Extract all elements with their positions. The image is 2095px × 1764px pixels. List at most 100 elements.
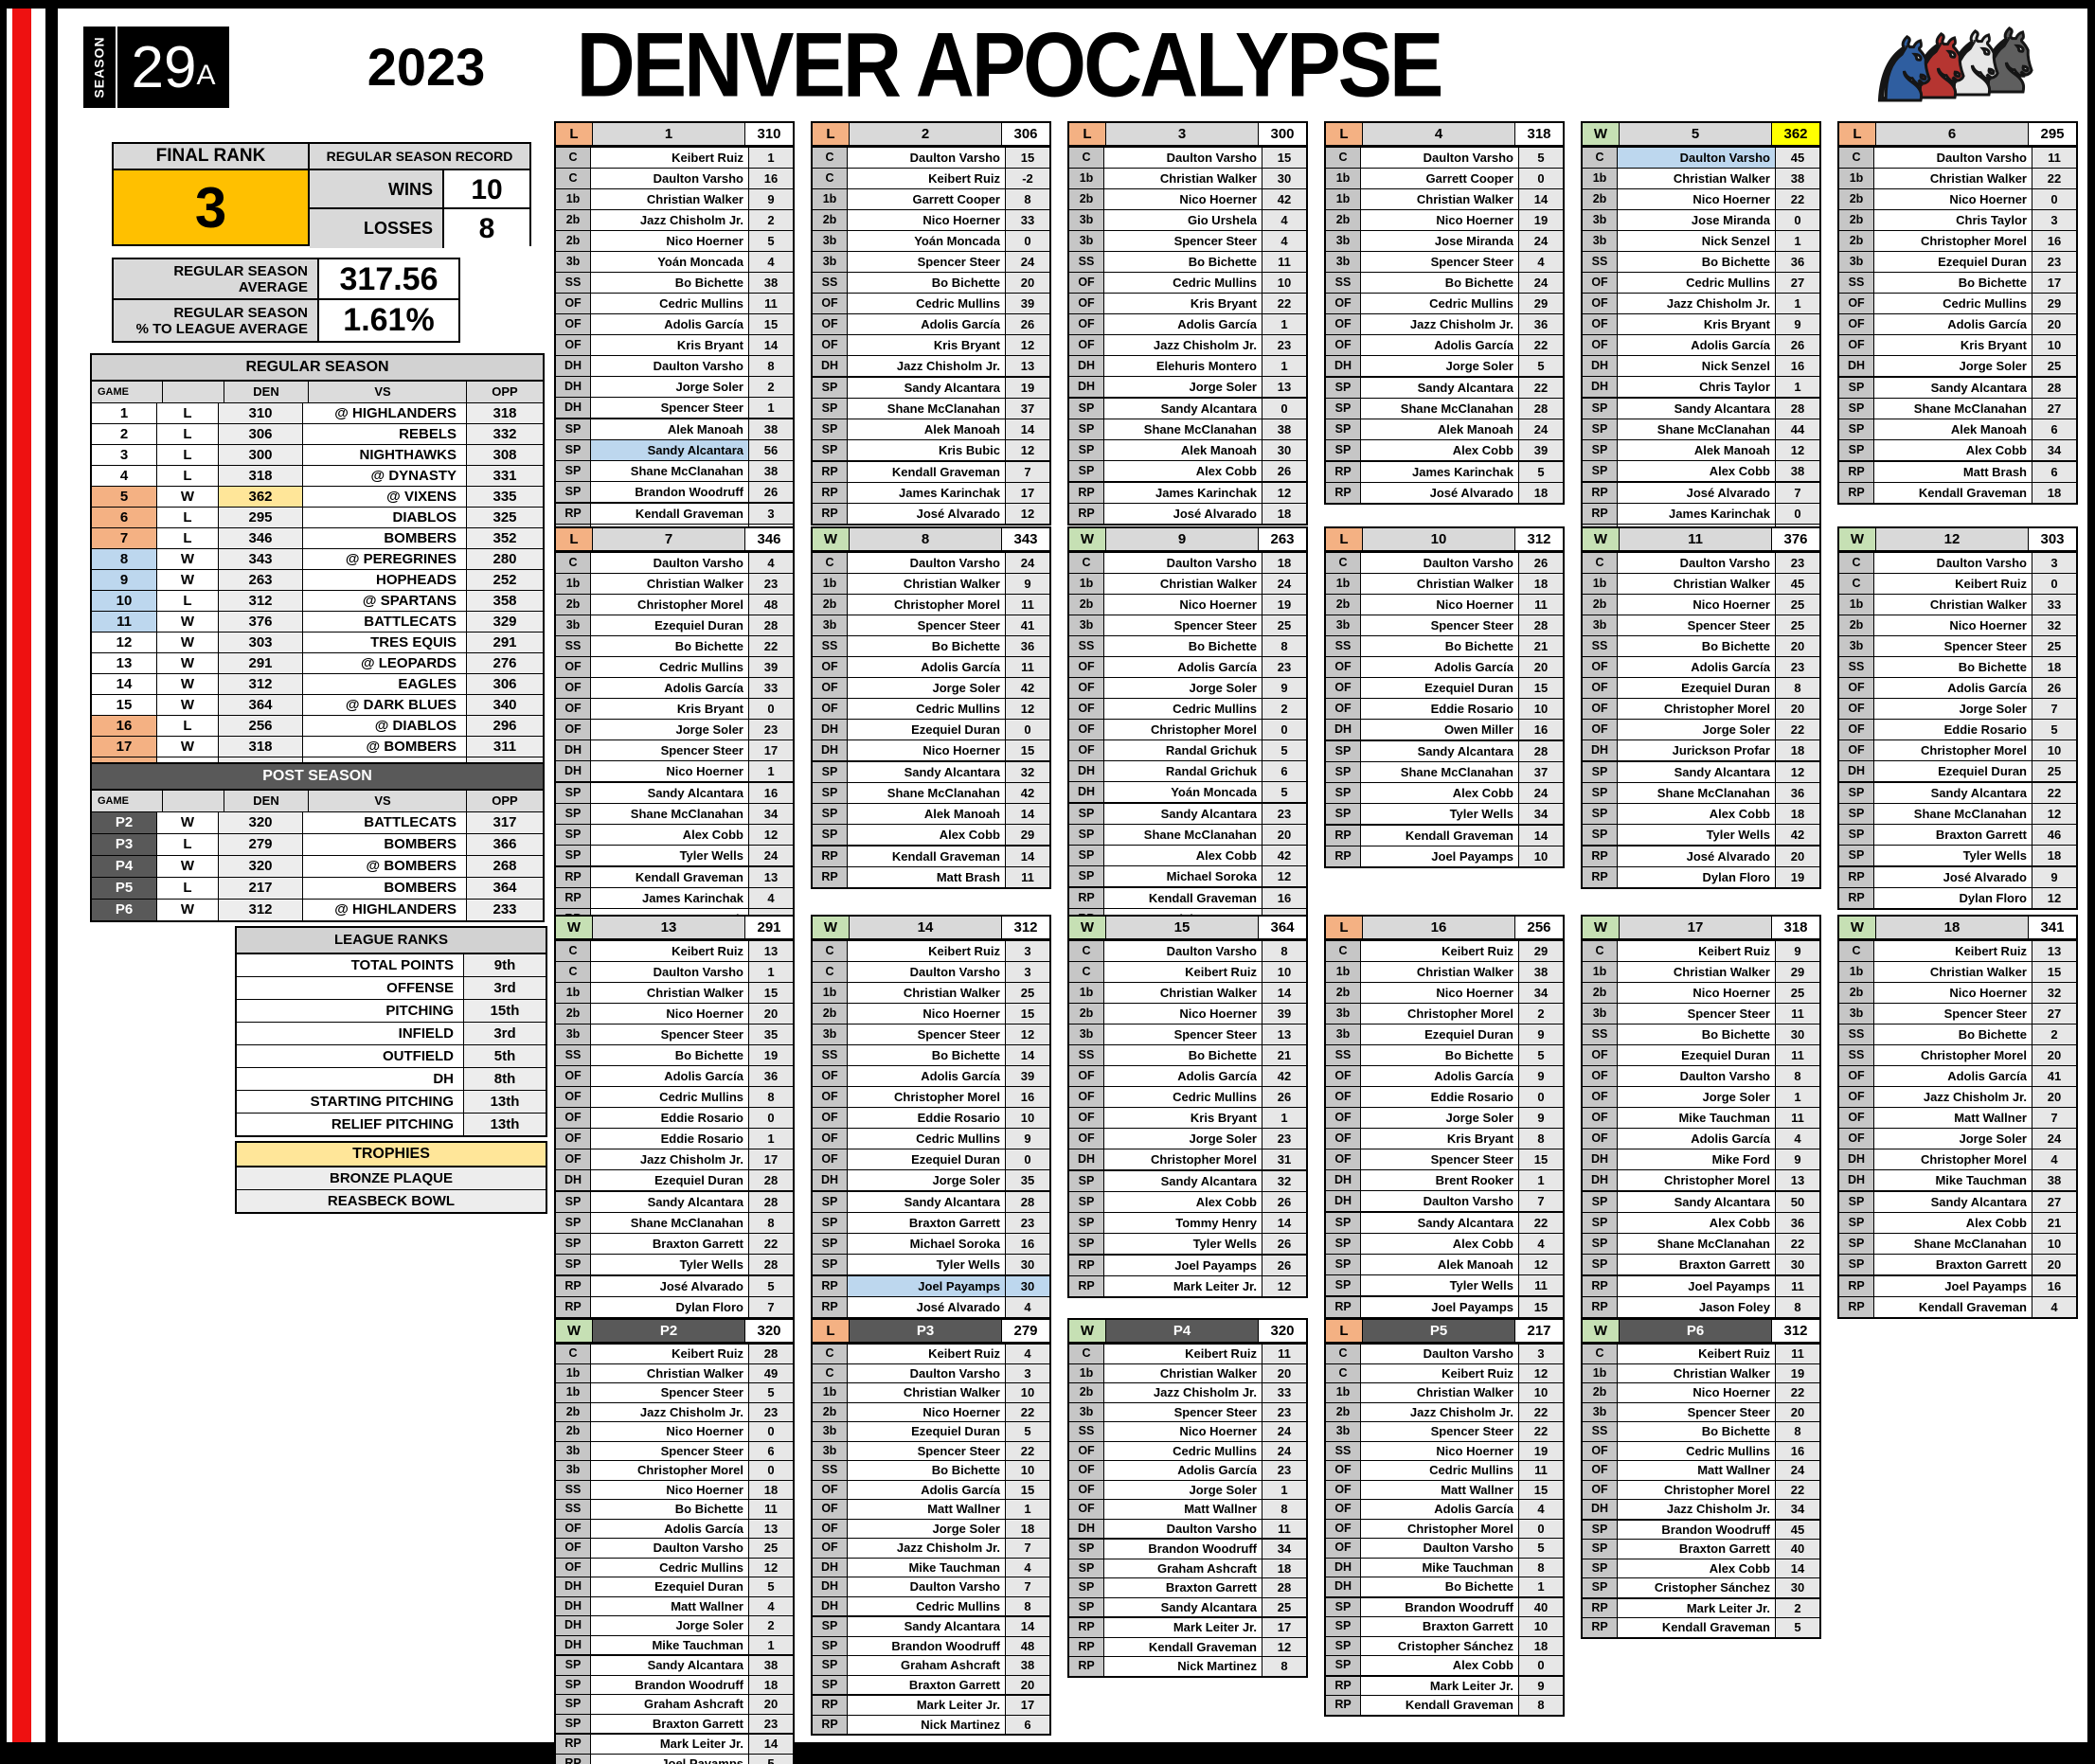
league-ranks-table: LEAGUE RANKS TOTAL POINTS 9th OFFENSE 3rd PI… [235,926,547,1137]
lineup-row: SP Alek Manoah 14 [813,803,1049,824]
points-cell: 12 [1006,335,1049,355]
position-cell: OF [1583,720,1618,739]
lineup-row: C Daulton Varsho 16 [556,168,793,188]
points-cell: 4 [749,553,793,573]
red-accent-stripe [12,9,31,1742]
position-cell: 1b [813,1383,848,1402]
points-cell: 1 [749,962,793,982]
lineup-row: DH Brent Rooker 1 [1326,1169,1563,1190]
position-cell: 3b [813,231,848,251]
points-cell: 16 [749,169,793,188]
position-cell: OF [813,1087,848,1107]
lineup-row: 3b Nick Senzel 1 [1583,230,1819,251]
player-cell: Alex Cobb [1104,461,1262,481]
game-number-cell: 8 [850,528,1002,550]
player-cell: Spencer Steer [1104,231,1262,251]
points-cell: 24 [1519,231,1563,251]
wins-value: 10 [444,170,529,207]
position-cell: C [1839,941,1874,961]
points-cell: 20 [2032,1255,2076,1274]
position-cell: OF [813,314,848,334]
game-number-cell: 4 [1363,123,1515,145]
player-cell: Braxton Garrett [848,1675,1006,1694]
lineup-row: SP Alex Cobb 39 [1326,439,1563,460]
position-cell: SP [1326,762,1361,782]
lineup-row: 1b Christian Walker 19 [1583,1363,1819,1382]
player-cell: Nico Hoerner [1104,189,1262,209]
position-cell: SP [1069,461,1104,481]
position-cell: OF [1839,1108,1874,1128]
lineup-row: 1b Christian Walker 24 [1069,573,1306,594]
lineup-row: SS Bo Bichette 17 [1839,272,2076,293]
player-cell: Daulton Varsho [848,1363,1006,1382]
position-cell: SP [1069,1171,1104,1191]
game-score-cell: 256 [1515,917,1563,938]
game-number-cell: 5 [1620,123,1772,145]
points-cell: 9 [1519,1066,1563,1086]
position-cell: 3b [1069,615,1104,635]
game-number-cell: 11 [92,612,157,632]
points-cell: 35 [749,1025,793,1044]
position-cell: RP [1839,888,1874,908]
lineup-row: OF Kris Bryant 0 [556,698,793,719]
pct-label: REGULAR SEASON % TO LEAGUE AVERAGE [114,300,319,341]
lineup-row: RP José Alvarado 18 [1069,503,1306,524]
lineup-row: SS Nico Hoerner 19 [1326,1440,1563,1460]
lineup-row: SS Bo Bichette 11 [556,1499,793,1519]
points-cell: 16 [1519,720,1563,739]
player-cell: Jazz Chisholm Jr. [1874,1087,2032,1107]
position-cell: OF [556,1149,591,1169]
game-row: 3 L 300 NIGHTHAWKS 308 [92,445,543,466]
game-card-header: W 14 312 [813,917,1049,940]
rank-label: TOTAL POINTS [237,954,464,976]
points-cell: 30 [1776,1255,1819,1274]
opp-score-cell: 308 [467,445,543,465]
lineup-row: DH Christopher Morel 4 [1839,1149,2076,1169]
points-cell: 32 [2032,615,2076,635]
player-cell: Mark Leiter Jr. [848,1696,1006,1715]
lineup-row: 2b Nico Hoerner 25 [1583,594,1819,615]
position-cell: RP [1583,483,1618,503]
lineup-row: OF Cedric Mullins 9 [813,1128,1049,1149]
points-cell: 11 [1262,1345,1306,1363]
player-cell: Sandy Alcantara [1618,399,1776,419]
team-logo: ♞ ♞ ♞ ♞ [1864,13,2047,121]
position-cell: OF [1069,335,1104,355]
position-cell: RP [556,867,591,887]
points-cell: 8 [749,1213,793,1233]
position-cell: SP [813,378,848,398]
player-cell: Joel Payamps [1104,1256,1262,1275]
lineup-row: OF Jorge Soler 23 [1069,1128,1306,1149]
player-cell: Nico Hoerner [591,761,749,781]
player-cell: Adolis García [1104,657,1262,677]
points-cell: 9 [2032,867,2076,887]
position-cell: OF [1839,740,1874,760]
points-cell: 25 [1262,1597,1306,1616]
position-cell: RP [556,1297,591,1317]
position-cell: OF [1583,657,1618,677]
lineup-row: SP Alek Manoah 30 [1069,439,1306,460]
points-cell: 12 [1006,504,1049,524]
position-cell: RP [1326,826,1361,846]
lineup-row: OF Christopher Morel 10 [1839,739,2076,760]
lineup-row: DH Jazz Chisholm Jr. 34 [1583,1499,1819,1519]
game-number-cell: P3 [850,1320,1002,1342]
player-cell: Kris Bryant [1874,335,2032,355]
opponent-cell: @ BOMBERS [303,856,467,877]
player-cell: Nico Hoerner [1874,615,2032,635]
lineup-row: SP Sandy Alcantara 14 [813,1615,1049,1636]
player-cell: James Karinchak [1104,483,1262,503]
lineup-row: SP Alek Manoah 12 [1326,1254,1563,1274]
points-cell: 7 [1006,1539,1049,1558]
lineup-row: SP Shane McClanahan 42 [813,782,1049,803]
points-cell: 2 [749,377,793,397]
game-number-cell: P3 [92,834,157,855]
position-cell: C [1069,941,1104,961]
game-number-cell: 7 [92,528,157,548]
points-cell: 36 [1006,636,1049,656]
lineup-row: SP Sandy Alcantara 27 [1839,1190,2076,1212]
position-cell: OF [1326,1129,1361,1149]
position-cell: RP [1069,1256,1104,1275]
lineup-row: DH Daulton Varsho 11 [1069,1518,1306,1538]
lineup-row: RP Kendall Graveman 3 [556,502,793,524]
